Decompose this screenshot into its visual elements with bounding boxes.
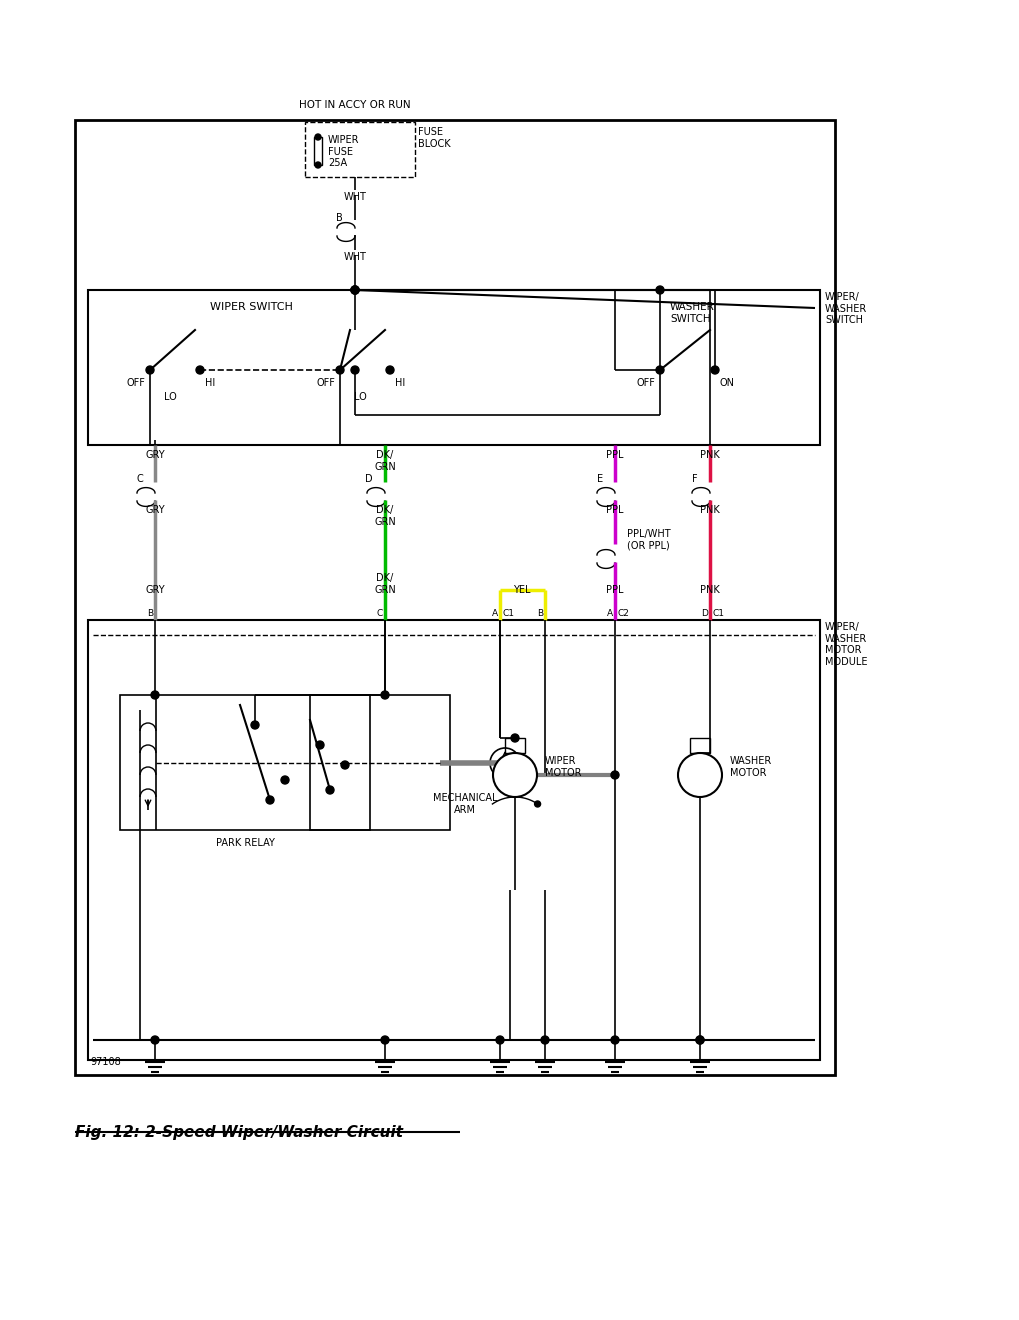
Text: ON: ON <box>719 378 735 388</box>
Text: OFF: OFF <box>126 378 145 388</box>
Circle shape <box>146 366 154 374</box>
Text: B: B <box>147 609 153 618</box>
Text: B: B <box>336 213 342 223</box>
Text: HI: HI <box>394 378 405 388</box>
Text: GRY: GRY <box>145 585 165 595</box>
Text: C1: C1 <box>502 609 515 618</box>
Text: FUSE
BLOCK: FUSE BLOCK <box>418 127 450 149</box>
Text: A: A <box>491 609 497 618</box>
Text: YEL: YEL <box>513 585 530 595</box>
Circle shape <box>316 741 324 748</box>
Text: WHT: WHT <box>343 191 366 202</box>
Text: D: D <box>700 609 707 618</box>
Text: M: M <box>508 768 521 781</box>
Text: WHT: WHT <box>343 252 366 261</box>
Text: M: M <box>693 768 705 781</box>
Bar <box>88 290 819 445</box>
Circle shape <box>534 801 540 807</box>
Text: OFF: OFF <box>636 378 654 388</box>
Text: F: F <box>692 474 697 484</box>
Circle shape <box>381 690 388 700</box>
Circle shape <box>695 1036 703 1044</box>
Circle shape <box>492 752 536 797</box>
Text: PPL/WHT
(OR PPL): PPL/WHT (OR PPL) <box>627 529 669 550</box>
Circle shape <box>710 366 718 374</box>
Bar <box>88 620 819 1060</box>
Bar <box>305 121 415 177</box>
Bar <box>314 137 322 165</box>
Circle shape <box>326 785 333 795</box>
Circle shape <box>351 286 359 294</box>
Text: PNK: PNK <box>699 506 719 515</box>
Text: WIPER/
WASHER
MOTOR
MODULE: WIPER/ WASHER MOTOR MODULE <box>824 622 866 667</box>
Circle shape <box>251 721 259 729</box>
Circle shape <box>511 734 519 742</box>
Text: HI: HI <box>205 378 215 388</box>
Circle shape <box>381 1036 388 1044</box>
Text: DK/
GRN: DK/ GRN <box>374 573 395 595</box>
Circle shape <box>495 1036 503 1044</box>
Circle shape <box>489 748 520 777</box>
Text: B: B <box>536 609 542 618</box>
Circle shape <box>151 1036 159 1044</box>
Text: MECHANICAL
ARM: MECHANICAL ARM <box>432 793 497 814</box>
Circle shape <box>385 366 393 374</box>
Text: Fig. 12: 2-Speed Wiper/Washer Circuit: Fig. 12: 2-Speed Wiper/Washer Circuit <box>75 1125 403 1140</box>
Text: DK/
GRN: DK/ GRN <box>374 506 395 527</box>
Text: LO: LO <box>163 392 176 403</box>
Circle shape <box>351 286 359 294</box>
Text: WIPER SWITCH: WIPER SWITCH <box>210 302 292 312</box>
Text: PNK: PNK <box>699 450 719 459</box>
Circle shape <box>266 796 274 804</box>
Text: WIPER
FUSE
25A: WIPER FUSE 25A <box>328 135 359 168</box>
Text: GRY: GRY <box>145 450 165 459</box>
Circle shape <box>351 366 359 374</box>
Bar <box>504 738 525 752</box>
Circle shape <box>315 162 321 168</box>
Text: PPL: PPL <box>605 450 624 459</box>
Bar <box>310 696 449 830</box>
Bar <box>689 738 709 752</box>
Text: PARK RELAY: PARK RELAY <box>215 838 274 847</box>
Text: C: C <box>376 609 382 618</box>
Text: A: A <box>606 609 612 618</box>
Circle shape <box>678 752 721 797</box>
Bar <box>120 696 370 830</box>
Text: WASHER
SWITCH: WASHER SWITCH <box>669 302 714 323</box>
Text: WASHER
MOTOR: WASHER MOTOR <box>730 756 771 777</box>
Circle shape <box>655 366 663 374</box>
Text: DK/
GRN: DK/ GRN <box>374 450 395 471</box>
Text: 97108: 97108 <box>90 1057 120 1067</box>
Circle shape <box>695 1036 703 1044</box>
Circle shape <box>340 762 348 770</box>
Bar <box>75 120 835 1074</box>
Circle shape <box>655 286 663 294</box>
Circle shape <box>351 286 359 294</box>
Circle shape <box>196 366 204 374</box>
Circle shape <box>315 135 321 140</box>
Text: WIPER
MOTOR: WIPER MOTOR <box>544 756 581 777</box>
Circle shape <box>335 366 343 374</box>
Text: WIPER/
WASHER
SWITCH: WIPER/ WASHER SWITCH <box>824 292 866 325</box>
Text: PPL: PPL <box>605 506 624 515</box>
Circle shape <box>540 1036 548 1044</box>
Text: C: C <box>137 474 143 484</box>
Circle shape <box>280 776 288 784</box>
Text: GRY: GRY <box>145 506 165 515</box>
Text: HOT IN ACCY OR RUN: HOT IN ACCY OR RUN <box>299 100 411 110</box>
Text: LO: LO <box>354 392 366 403</box>
Text: PNK: PNK <box>699 585 719 595</box>
Text: C1: C1 <box>712 609 725 618</box>
Circle shape <box>151 690 159 700</box>
Text: C2: C2 <box>618 609 630 618</box>
Text: E: E <box>596 474 602 484</box>
Text: PPL: PPL <box>605 585 624 595</box>
Text: D: D <box>365 474 373 484</box>
Text: OFF: OFF <box>316 378 334 388</box>
Circle shape <box>610 1036 619 1044</box>
Circle shape <box>610 771 619 779</box>
